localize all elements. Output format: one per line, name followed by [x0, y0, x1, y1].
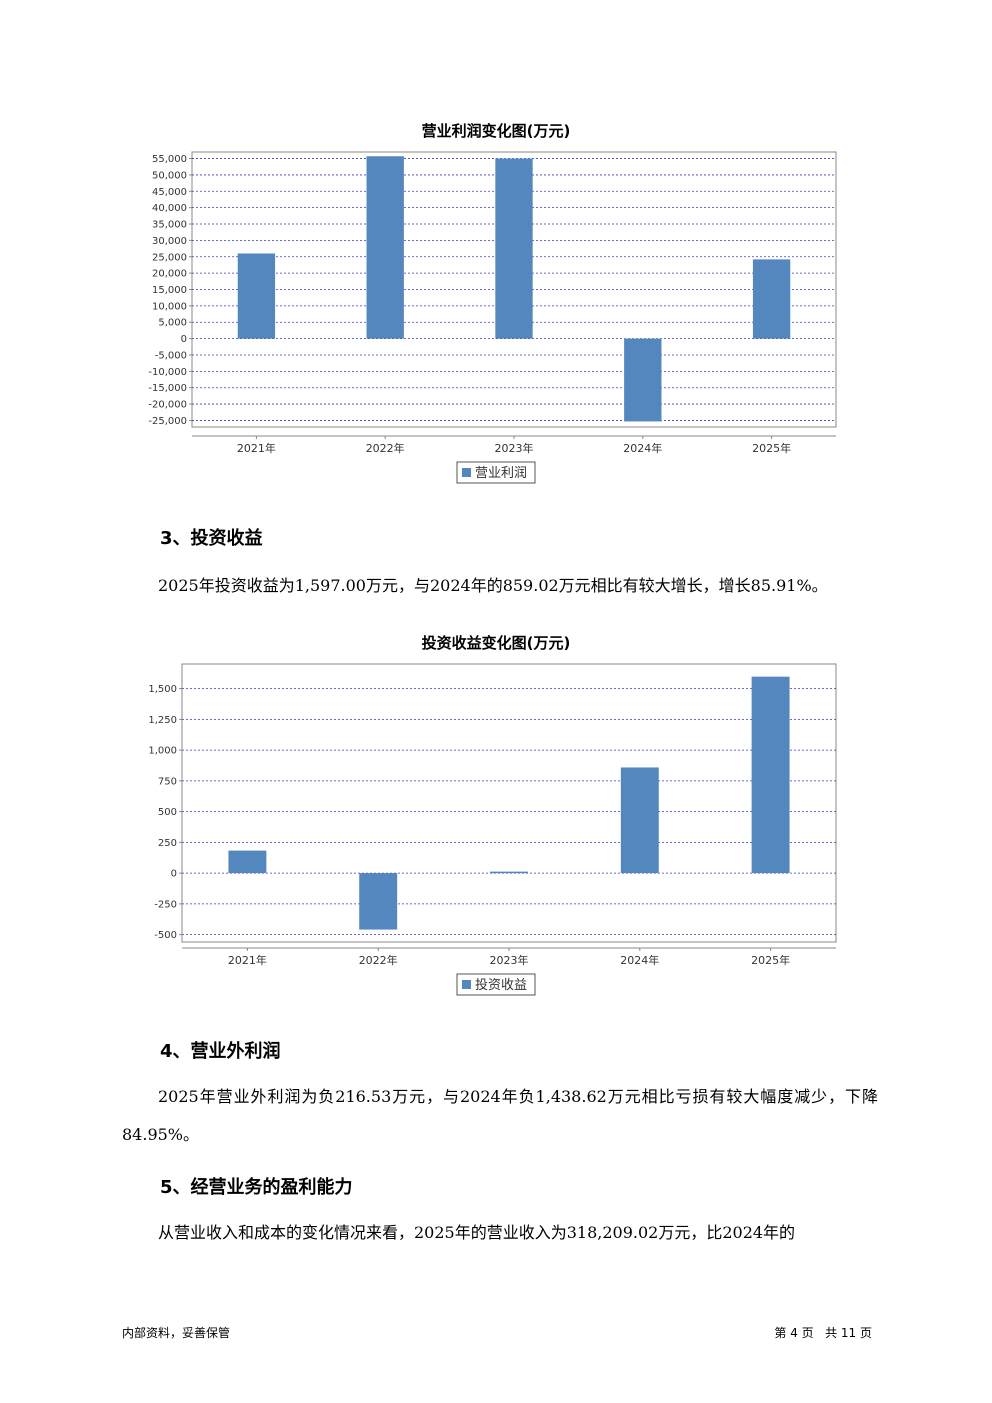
section3-text: 2025年投资收益为1,597.00万元，与2024年的859.02万元相比有较… [158, 576, 828, 595]
y-tick-label: 1,250 [148, 715, 177, 726]
bar [752, 259, 791, 339]
y-tick-label: 35,000 [152, 220, 187, 231]
section4-heading: 4、营业外利润 [160, 1041, 281, 1062]
y-tick-label: -5,000 [155, 350, 187, 361]
section5-heading: 5、经营业务的盈利能力 [160, 1177, 353, 1198]
x-tick-label: 2021年 [237, 441, 276, 455]
y-tick-label: 55,000 [152, 154, 187, 165]
y-tick-label: -10,000 [148, 367, 187, 378]
y-tick-label: -250 [154, 899, 177, 910]
x-tick-label: 2022年 [366, 441, 405, 455]
x-tick-label: 2023年 [490, 953, 529, 967]
y-tick-label: 45,000 [152, 187, 187, 198]
y-tick-label: 20,000 [152, 269, 187, 280]
y-tick-label: 1,000 [148, 746, 177, 757]
x-tick-label: 2024年 [620, 953, 659, 967]
section5-text: 从营业收入和成本的变化情况来看，2025年的营业收入为318,209.02万元，… [158, 1223, 796, 1242]
chart1-operating-profit: -25,000 -20,000 -15,000 -10,000 -5,000 0 5,000… [148, 151, 837, 484]
legend-label: 营业利润 [475, 466, 527, 481]
y-tick-label: 25,000 [152, 252, 187, 263]
y-tick-label: 5,000 [158, 318, 187, 329]
footer-confidential-note: 内部资料，妥善保管 [122, 1326, 231, 1340]
x-tick-label: 2024年 [623, 441, 662, 455]
y-tick-label: 500 [158, 807, 177, 818]
bar [495, 158, 533, 339]
bar [366, 156, 404, 339]
bar [620, 767, 659, 874]
x-tick-label: 2023年 [495, 441, 534, 455]
chart2-investment-income: -500 -250 0 250 500 750 1,000 1,250 1,500 2021年 20… [148, 663, 837, 996]
plot-area [181, 663, 837, 943]
y-tick-label: 50,000 [152, 170, 187, 181]
y-tick-label: -15,000 [148, 383, 187, 394]
legend-box [456, 973, 536, 996]
y-tick-label: 250 [158, 838, 177, 849]
section3-heading: 3、投资收益 [160, 528, 263, 549]
y-tick-label: -500 [154, 930, 177, 941]
y-tick-label: 0 [171, 869, 177, 880]
y-tick-label: 40,000 [152, 203, 187, 214]
bar [359, 873, 398, 930]
legend-swatch [462, 980, 471, 989]
y-tick-label: 750 [158, 776, 177, 787]
y-tick-label: -20,000 [148, 400, 187, 411]
chart2-title: 投资收益变化图(万元) [421, 634, 571, 652]
x-tick-label: 2025年 [752, 441, 791, 455]
y-tick-label: -25,000 [148, 416, 187, 427]
footer-page-number: 第 4 页 共 11 页 [774, 1326, 872, 1340]
y-tick-label: 30,000 [152, 236, 187, 247]
y-tick-label: 10,000 [152, 301, 187, 312]
bar [751, 676, 790, 874]
x-tick-label: 2021年 [228, 953, 267, 967]
y-tick-label: 0 [181, 334, 187, 345]
chart1-title: 营业利润变化图(万元) [421, 122, 571, 140]
legend-swatch [462, 468, 471, 477]
bar [237, 253, 276, 339]
y-tick-label: 15,000 [152, 285, 187, 296]
legend: 营业利润 [456, 461, 536, 484]
legend-label: 投资收益 [475, 977, 527, 993]
bar [490, 871, 528, 874]
bar [624, 338, 662, 422]
legend-box [456, 461, 536, 484]
section4-text: 2025年营业外利润为负216.53万元，与2024年负1,438.62万元相比… [122, 1087, 878, 1144]
x-tick-label: 2022年 [359, 953, 398, 967]
y-tick-label: 1,500 [148, 684, 177, 695]
legend: 投资收益 [456, 973, 536, 996]
x-tick-label: 2025年 [751, 953, 790, 967]
bar [228, 850, 267, 874]
